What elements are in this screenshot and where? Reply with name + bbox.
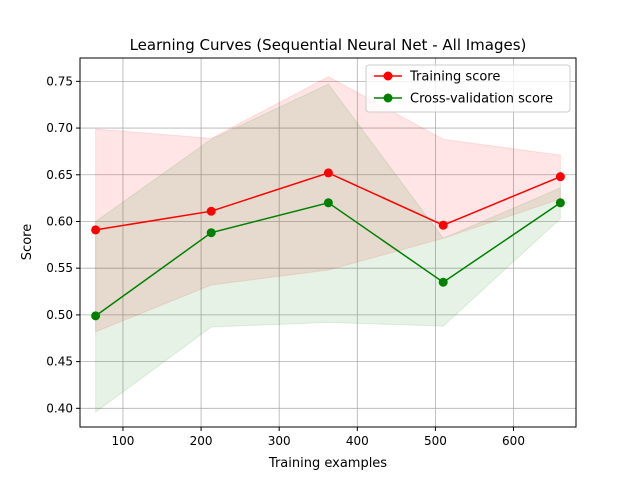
cv-band xyxy=(95,83,561,414)
y-tick-label: 0.60 xyxy=(46,214,73,228)
legend: Training score Cross-validation score xyxy=(365,64,571,113)
series-markers xyxy=(91,168,565,321)
y-axis-label: Score xyxy=(20,224,35,260)
training-score-point xyxy=(206,206,216,216)
legend-cv-label: Cross-validation score xyxy=(410,92,553,107)
training-score-point xyxy=(323,168,333,178)
legend-cv-marker xyxy=(383,93,393,103)
x-tick-label: 600 xyxy=(502,434,525,448)
y-tick-label: 0.40 xyxy=(46,401,73,415)
legend-box xyxy=(365,64,571,113)
y-tick-label: 0.75 xyxy=(46,74,73,88)
cv-score-point xyxy=(206,228,216,238)
cv-score-point xyxy=(555,198,565,208)
axis-ticks: 100 200 300 400 500 600 0.40 0.45 0.50 0.55 0.60 0.… xyxy=(46,74,525,448)
x-axis-label: Training examples xyxy=(268,456,387,471)
x-tick-label: 500 xyxy=(424,434,447,448)
x-tick-label: 400 xyxy=(346,434,369,448)
x-tick-label: 300 xyxy=(268,434,291,448)
legend-training-label: Training score xyxy=(409,70,500,85)
training-score-point xyxy=(438,220,448,230)
training-score-point xyxy=(555,172,565,182)
cv-score-point xyxy=(91,311,101,321)
y-tick-label: 0.70 xyxy=(46,121,73,135)
chart-title: Learning Curves (Sequential Neural Net -… xyxy=(130,36,527,54)
training-score-point xyxy=(91,225,101,235)
x-tick-label: 100 xyxy=(112,434,135,448)
legend-training-marker xyxy=(383,71,393,81)
y-tick-label: 0.65 xyxy=(46,168,73,182)
y-tick-label: 0.55 xyxy=(46,261,73,275)
cv-score-point xyxy=(438,277,448,287)
y-tick-label: 0.50 xyxy=(46,308,73,322)
cv-score-point xyxy=(323,198,333,208)
x-tick-label: 200 xyxy=(190,434,213,448)
plot-area-frame xyxy=(79,57,577,428)
y-tick-label: 0.45 xyxy=(46,355,73,369)
